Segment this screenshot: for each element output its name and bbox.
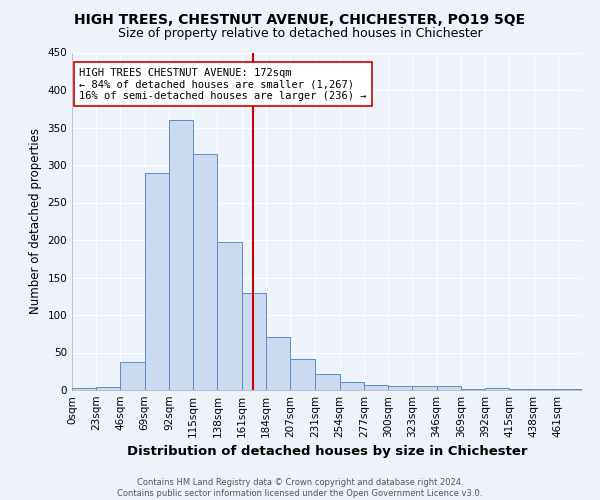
Text: Contains HM Land Registry data © Crown copyright and database right 2024.
Contai: Contains HM Land Registry data © Crown c… xyxy=(118,478,482,498)
Bar xyxy=(169,120,193,390)
Bar xyxy=(290,358,316,390)
X-axis label: Distribution of detached houses by size in Chichester: Distribution of detached houses by size … xyxy=(127,446,527,458)
Text: HIGH TREES, CHESTNUT AVENUE, CHICHESTER, PO19 5QE: HIGH TREES, CHESTNUT AVENUE, CHICHESTER,… xyxy=(74,12,526,26)
Bar xyxy=(388,386,412,390)
Text: HIGH TREES CHESTNUT AVENUE: 172sqm
← 84% of detached houses are smaller (1,267)
: HIGH TREES CHESTNUT AVENUE: 172sqm ← 84%… xyxy=(79,68,367,100)
Bar xyxy=(461,388,485,390)
Bar xyxy=(72,388,96,390)
Bar xyxy=(533,388,558,390)
Bar xyxy=(145,172,169,390)
Bar xyxy=(509,388,533,390)
Bar xyxy=(437,386,461,390)
Bar xyxy=(121,362,145,390)
Bar xyxy=(242,292,266,390)
Bar xyxy=(364,385,388,390)
Bar xyxy=(316,374,340,390)
Y-axis label: Number of detached properties: Number of detached properties xyxy=(29,128,42,314)
Bar xyxy=(266,337,290,390)
Bar xyxy=(217,242,242,390)
Bar xyxy=(412,386,437,390)
Bar xyxy=(340,382,364,390)
Text: Size of property relative to detached houses in Chichester: Size of property relative to detached ho… xyxy=(118,28,482,40)
Bar xyxy=(485,388,509,390)
Bar xyxy=(96,387,121,390)
Bar xyxy=(558,388,582,390)
Bar xyxy=(193,154,217,390)
